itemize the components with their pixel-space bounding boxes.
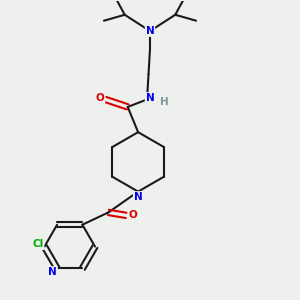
Text: N: N [134,192,142,202]
Text: Cl: Cl [32,239,44,249]
Text: O: O [96,93,104,103]
Text: N: N [48,267,57,277]
Text: O: O [128,210,137,220]
Text: H: H [160,98,169,107]
Text: N: N [146,93,154,103]
Text: N: N [146,26,154,36]
